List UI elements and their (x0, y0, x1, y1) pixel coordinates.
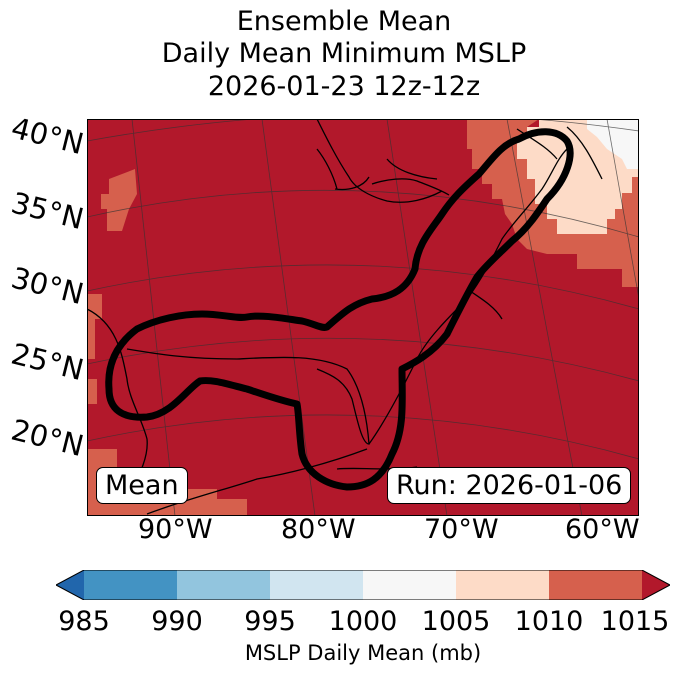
colorbar-tick-1000: 1000 (328, 606, 398, 637)
lat-label-30: 30°N (7, 260, 88, 312)
colorbar-label: MSLP Daily Mean (mb) (244, 641, 482, 665)
lat-label-25: 25°N (7, 336, 88, 388)
title-line-3: 2026-01-23 12z-12z (207, 71, 481, 102)
mslp-cell-1010-gulf (87, 379, 97, 404)
title-line-2: Daily Mean Minimum MSLP (161, 38, 527, 69)
colorbar-extend-low (56, 570, 84, 600)
mslp-cell-1010-ne (467, 119, 639, 287)
colorbar-tick-995: 995 (244, 606, 296, 637)
lon-label-60: 60°W (565, 514, 640, 545)
graticule (87, 119, 639, 516)
mslp-cell-1000 (587, 119, 639, 169)
lat-label-20: 20°N (7, 412, 88, 464)
map-svg (87, 119, 639, 516)
colorbar-bin-990-995 (177, 570, 270, 600)
colorbar-bin-995-1000 (270, 570, 363, 600)
colorbar-bin-1000-1005 (363, 570, 456, 600)
lon-label-80: 80°W (281, 514, 356, 545)
colorbar-bin-1005-1010 (456, 570, 549, 600)
colorbar-extend-high (642, 570, 670, 600)
title-line-1: Ensemble Mean (236, 6, 452, 37)
colorbar-bin-985-990 (84, 570, 177, 600)
colorbar-tick-1010: 1010 (514, 606, 584, 637)
colorbar-tick-1015: 1015 (600, 606, 670, 637)
lon-label-70: 70°W (424, 514, 499, 545)
run-date-badge: Run: 2026-01-06 (387, 467, 632, 504)
mslp-cell-1010-north (101, 169, 137, 231)
coastlines (87, 119, 603, 515)
mslp-contour-outline (105, 128, 574, 491)
mean-badge: Mean (96, 467, 188, 504)
colorbar-tick-985: 985 (58, 606, 110, 637)
lon-label-90: 90°W (138, 514, 213, 545)
colorbar-bin-1010-1015 (549, 570, 642, 600)
colorbar-tick-1005: 1005 (421, 606, 491, 637)
lat-label-35: 35°N (7, 185, 88, 237)
colorbar-tick-990: 990 (151, 606, 203, 637)
map-panel (87, 119, 639, 516)
lat-label-40: 40°N (7, 110, 88, 162)
mslp-cell-1010-west (87, 294, 102, 359)
colorbar (56, 570, 670, 600)
